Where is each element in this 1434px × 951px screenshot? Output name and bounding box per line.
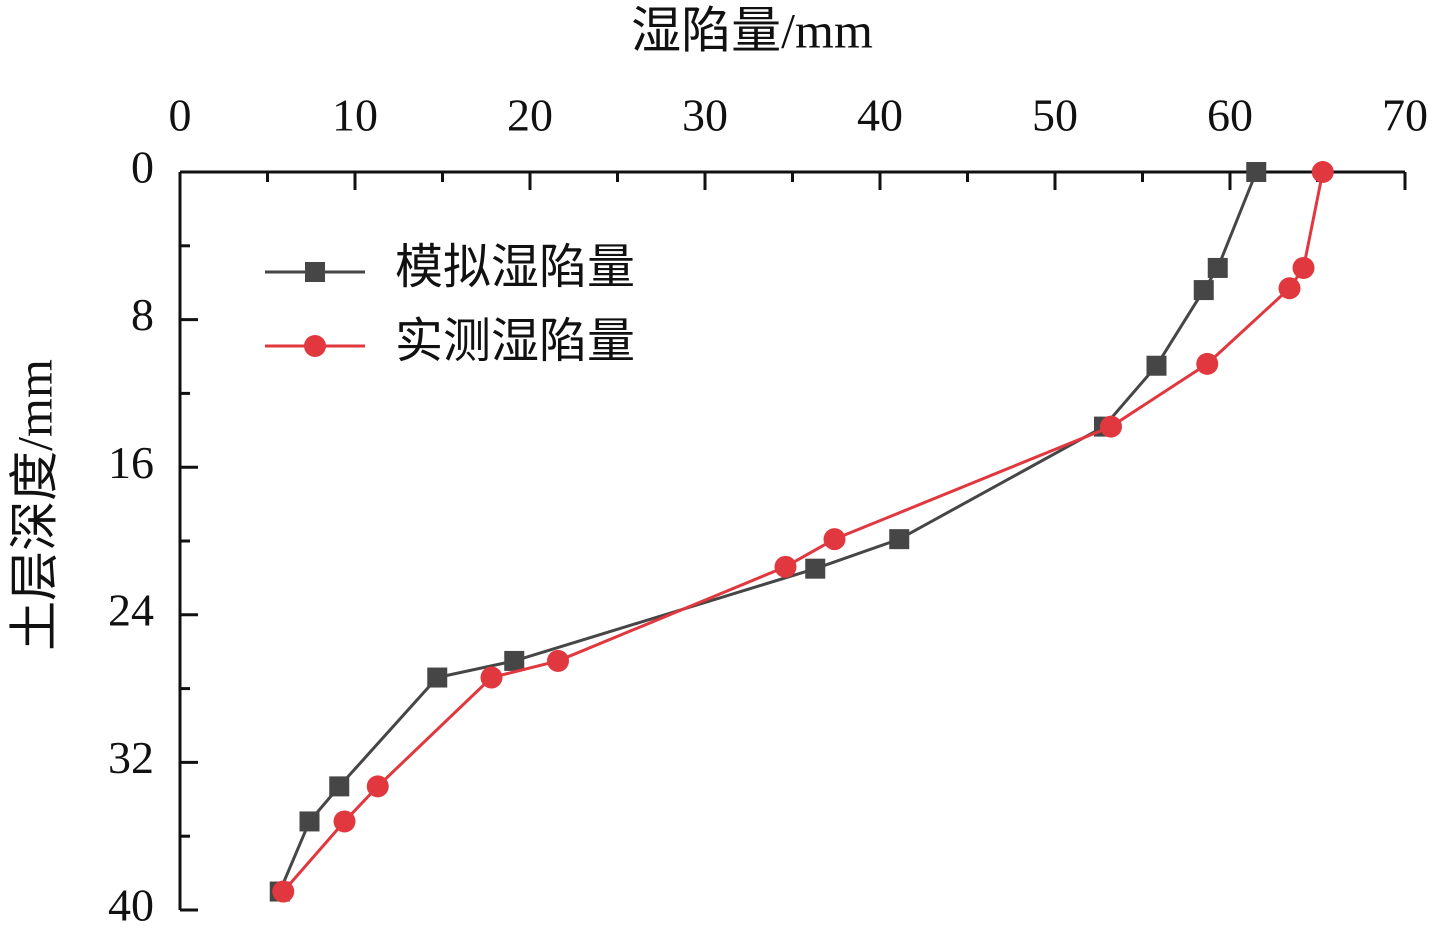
marker (329, 776, 350, 797)
y-tick-label: 8 (131, 289, 154, 340)
y-tick-label: 16 (108, 437, 154, 488)
legend-marker (305, 262, 325, 282)
y-tick-label: 40 (108, 880, 154, 931)
y-tick-label: 0 (131, 142, 154, 193)
y-tick-label: 24 (108, 584, 154, 635)
x-tick-label: 0 (169, 90, 192, 141)
marker (889, 529, 910, 550)
marker (504, 650, 525, 671)
marker (774, 555, 797, 578)
y-axis-title: 土层深度/mm (6, 359, 62, 651)
legend-marker (304, 335, 326, 357)
x-tick-label: 60 (1207, 90, 1253, 141)
marker (1311, 161, 1334, 183)
marker (1246, 162, 1267, 182)
marker (333, 810, 356, 833)
x-tick-label: 30 (682, 90, 728, 141)
x-tick-label: 10 (332, 90, 378, 141)
marker (1100, 415, 1122, 438)
marker (299, 811, 320, 832)
marker (547, 649, 569, 672)
x-axis-title: 湿陷量/mm (631, 2, 873, 58)
marker (823, 528, 846, 551)
x-tick-label: 40 (857, 90, 903, 141)
marker (480, 666, 503, 689)
y-tick-label: 32 (108, 732, 154, 783)
marker (272, 880, 295, 903)
marker (1207, 257, 1228, 278)
marker (427, 667, 448, 688)
x-tick-label: 70 (1382, 90, 1428, 141)
marker (366, 775, 389, 798)
x-tick-label: 20 (507, 90, 553, 141)
marker (1292, 256, 1315, 279)
marker (805, 558, 826, 579)
legend-label: 模拟湿陷量 (395, 241, 635, 294)
marker (1146, 355, 1167, 376)
marker (1193, 280, 1214, 301)
marker (1196, 352, 1219, 375)
x-tick-label: 50 (1032, 90, 1078, 141)
legend-label: 实测湿陷量 (395, 315, 635, 368)
marker (1278, 277, 1301, 300)
